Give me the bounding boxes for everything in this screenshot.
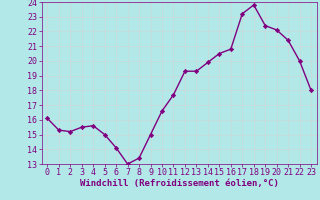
X-axis label: Windchill (Refroidissement éolien,°C): Windchill (Refroidissement éolien,°C) <box>80 179 279 188</box>
